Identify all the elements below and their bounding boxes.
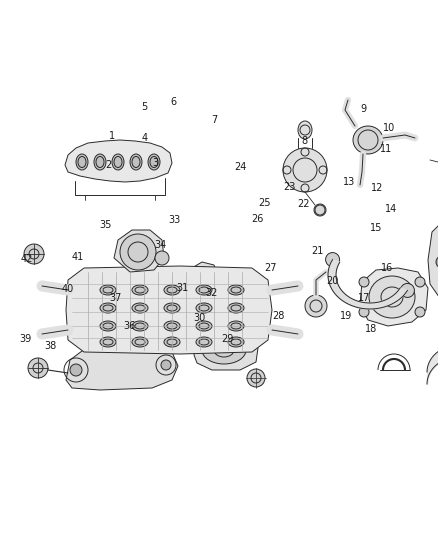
Text: 20: 20 xyxy=(327,277,339,286)
Circle shape xyxy=(325,253,339,266)
Text: 18: 18 xyxy=(365,325,378,334)
Text: 15: 15 xyxy=(370,223,382,233)
Polygon shape xyxy=(65,140,172,182)
Text: 42: 42 xyxy=(21,254,33,264)
Text: 8: 8 xyxy=(301,136,307,146)
Circle shape xyxy=(359,307,369,317)
Text: 17: 17 xyxy=(358,294,371,303)
Text: 16: 16 xyxy=(381,263,393,272)
Text: 12: 12 xyxy=(371,183,383,192)
Polygon shape xyxy=(114,230,164,272)
Ellipse shape xyxy=(130,154,142,170)
Text: 36: 36 xyxy=(124,321,136,331)
Text: 25: 25 xyxy=(258,198,271,207)
Ellipse shape xyxy=(353,126,383,154)
Ellipse shape xyxy=(132,321,148,331)
Text: 24: 24 xyxy=(235,163,247,172)
Ellipse shape xyxy=(132,285,148,295)
Text: 27: 27 xyxy=(265,263,277,272)
Ellipse shape xyxy=(228,321,244,331)
Polygon shape xyxy=(66,266,272,354)
Circle shape xyxy=(24,244,44,264)
Ellipse shape xyxy=(369,276,415,318)
Ellipse shape xyxy=(164,285,180,295)
Ellipse shape xyxy=(228,285,244,295)
Polygon shape xyxy=(188,262,218,292)
Circle shape xyxy=(28,358,48,378)
Text: 33: 33 xyxy=(168,215,180,224)
Circle shape xyxy=(415,307,425,317)
Ellipse shape xyxy=(196,321,212,331)
Circle shape xyxy=(359,277,369,287)
Text: 35: 35 xyxy=(100,220,112,230)
Ellipse shape xyxy=(164,321,180,331)
Polygon shape xyxy=(360,268,428,326)
Text: 41: 41 xyxy=(72,252,84,262)
Text: 38: 38 xyxy=(45,342,57,351)
Ellipse shape xyxy=(112,154,124,170)
Text: 30: 30 xyxy=(194,313,206,322)
Circle shape xyxy=(283,148,327,192)
Ellipse shape xyxy=(228,303,244,313)
Ellipse shape xyxy=(164,337,180,347)
Ellipse shape xyxy=(196,285,212,295)
Text: 7: 7 xyxy=(212,115,218,125)
Text: 6: 6 xyxy=(170,98,177,107)
Polygon shape xyxy=(428,208,438,316)
Text: 22: 22 xyxy=(297,199,309,209)
Ellipse shape xyxy=(164,303,180,313)
Text: 26: 26 xyxy=(251,214,264,223)
Circle shape xyxy=(161,360,171,370)
Ellipse shape xyxy=(132,337,148,347)
Circle shape xyxy=(120,234,156,270)
Text: 4: 4 xyxy=(141,133,148,142)
Text: 28: 28 xyxy=(272,311,285,320)
Circle shape xyxy=(247,369,265,387)
Ellipse shape xyxy=(228,337,244,347)
Text: 39: 39 xyxy=(19,334,32,344)
Text: 21: 21 xyxy=(311,246,323,255)
Ellipse shape xyxy=(76,154,88,170)
Circle shape xyxy=(70,364,82,376)
Text: 19: 19 xyxy=(340,311,352,320)
Text: 40: 40 xyxy=(61,284,74,294)
Text: 10: 10 xyxy=(383,123,395,133)
Polygon shape xyxy=(194,330,258,370)
Ellipse shape xyxy=(196,303,212,313)
Text: 1: 1 xyxy=(109,131,115,141)
Text: 3: 3 xyxy=(152,158,159,167)
Text: 23: 23 xyxy=(283,182,295,191)
Text: 29: 29 xyxy=(222,334,234,344)
Ellipse shape xyxy=(314,204,326,216)
Text: 37: 37 xyxy=(110,294,122,303)
Circle shape xyxy=(400,284,414,297)
Polygon shape xyxy=(328,260,407,309)
Circle shape xyxy=(199,272,209,282)
Text: 5: 5 xyxy=(141,102,148,111)
Ellipse shape xyxy=(100,321,116,331)
Ellipse shape xyxy=(202,336,246,364)
Ellipse shape xyxy=(100,285,116,295)
Circle shape xyxy=(305,295,327,317)
Ellipse shape xyxy=(196,337,212,347)
Text: 2: 2 xyxy=(106,160,112,170)
Ellipse shape xyxy=(132,303,148,313)
Ellipse shape xyxy=(100,337,116,347)
Polygon shape xyxy=(66,344,178,390)
Text: 11: 11 xyxy=(380,144,392,154)
Text: 14: 14 xyxy=(385,205,397,214)
Ellipse shape xyxy=(100,303,116,313)
Ellipse shape xyxy=(148,154,160,170)
Ellipse shape xyxy=(298,121,312,139)
Text: 32: 32 xyxy=(205,288,217,298)
Text: 13: 13 xyxy=(343,177,356,187)
Circle shape xyxy=(155,251,169,265)
Ellipse shape xyxy=(94,154,106,170)
Text: 9: 9 xyxy=(360,104,367,114)
Text: 34: 34 xyxy=(154,240,166,250)
Circle shape xyxy=(415,277,425,287)
Circle shape xyxy=(436,256,438,268)
Text: 31: 31 xyxy=(176,283,188,293)
